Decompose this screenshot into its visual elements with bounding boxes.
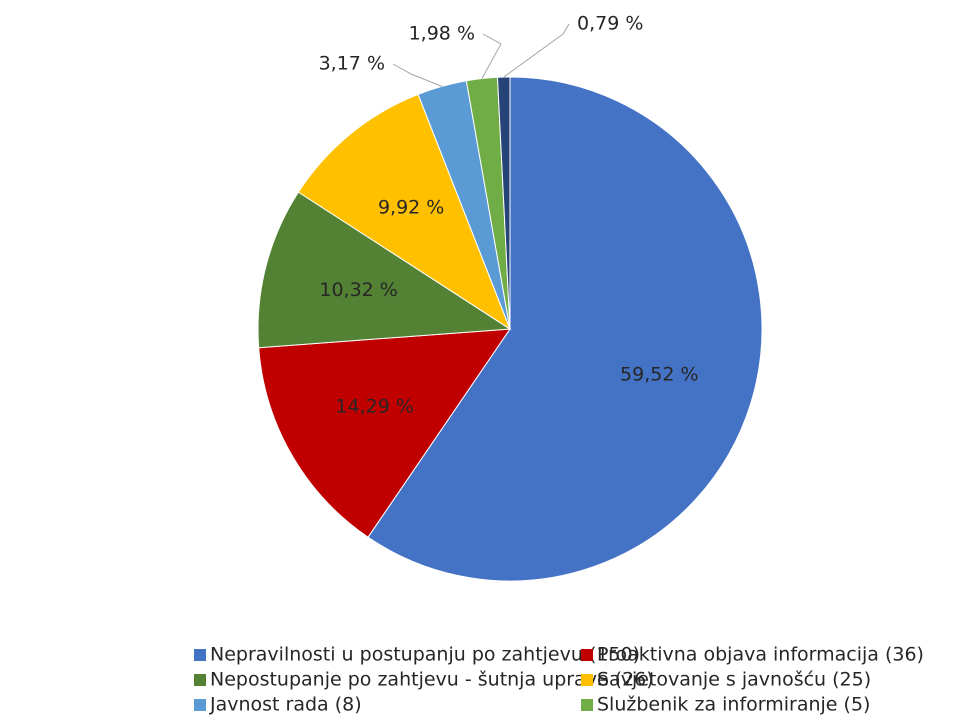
- data-label: 10,32 %: [319, 279, 398, 301]
- legend-swatch: [194, 699, 206, 711]
- legend-label: Savjetovanje s javnošću (25): [597, 669, 871, 691]
- legend-label: Javnost rada (8): [209, 694, 362, 716]
- data-label: 1,98 %: [409, 23, 475, 45]
- legend-label: Proaktivna objava informacija (36): [597, 644, 924, 666]
- leader-line: [392, 63, 443, 87]
- legend-swatch: [581, 649, 593, 661]
- legend-swatch: [581, 674, 593, 686]
- leader-line: [503, 23, 570, 78]
- legend-label: Nepostupanje po zahtjevu - šutnja uprave…: [210, 669, 654, 691]
- pie-slice: [258, 328, 511, 538]
- leader-line: [481, 33, 502, 79]
- pie-slice: [496, 76, 511, 330]
- data-label: 59,52 %: [620, 364, 699, 386]
- pie-slice: [257, 191, 512, 349]
- pie-slice: [297, 93, 512, 331]
- legend-swatch: [581, 699, 593, 711]
- legend-swatch: [194, 674, 206, 686]
- data-label: 3,17 %: [319, 53, 385, 75]
- data-label: 0,79 %: [577, 13, 643, 35]
- legend-label: Nepravilnosti u postupanju po zahtjevu (…: [210, 644, 640, 666]
- legend-label: Službenik za informiranje (5): [597, 694, 870, 716]
- legend-swatch: [194, 649, 206, 661]
- data-label: 9,92 %: [378, 196, 444, 218]
- pie-slice: [367, 76, 763, 582]
- data-label: 14,29 %: [335, 396, 414, 418]
